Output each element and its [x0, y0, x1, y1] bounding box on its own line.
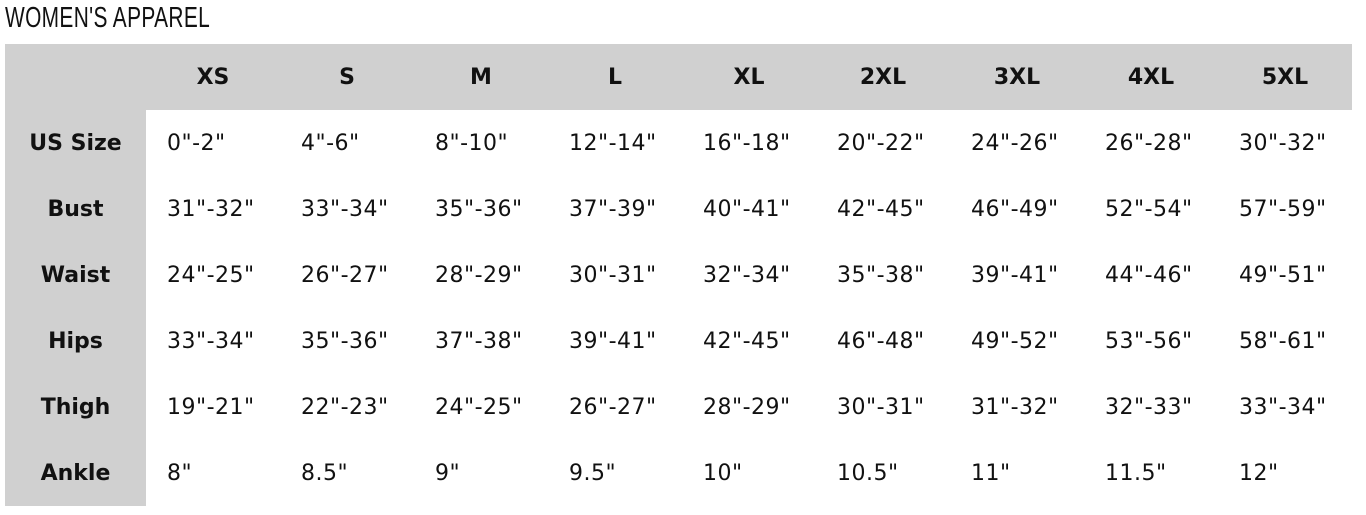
- column-header: S: [280, 44, 414, 110]
- header-row: XS S M L XL 2XL 3XL 4XL 5XL: [5, 44, 1352, 110]
- table-cell: 39"-41": [569, 328, 657, 354]
- table-cell: 26"-28": [1105, 130, 1193, 156]
- column-header: 2XL: [816, 44, 950, 110]
- size-table: XS S M L XL 2XL 3XL 4XL 5XL US Size 0"-2" 4"-6" 8"-…: [5, 44, 1352, 506]
- column-header: 5XL: [1218, 44, 1352, 110]
- table-cell: 24"-25": [435, 394, 523, 420]
- corner-cell: [5, 44, 146, 110]
- table-cell: 33"-34": [167, 328, 255, 354]
- title: WOMEN'S APPAREL: [5, 2, 211, 34]
- table-cell: 8.5": [301, 460, 349, 486]
- column-header: M: [414, 44, 548, 110]
- table-cell: 10": [703, 460, 743, 486]
- table-cell: 37"-39": [569, 196, 657, 222]
- row-label: Bust: [5, 176, 146, 242]
- table-row: Hips 33"-34" 35"-36" 37"-38" 39"-41" 42"-45" 4…: [5, 308, 1352, 374]
- table-cell: 35"-38": [837, 262, 925, 288]
- table-cell: 42"-45": [703, 328, 791, 354]
- column-header: L: [548, 44, 682, 110]
- table-cell: 11": [971, 460, 1011, 486]
- table-cell: 39"-41": [971, 262, 1059, 288]
- table-cell: 8": [167, 460, 193, 486]
- table-cell: 28"-29": [435, 262, 523, 288]
- table-cell: 46"-49": [971, 196, 1059, 222]
- row-label: Hips: [5, 308, 146, 374]
- table-cell: 32"-33": [1105, 394, 1193, 420]
- table-cell: 9.5": [569, 460, 617, 486]
- table-cell: 57"-59": [1239, 196, 1327, 222]
- table-cell: 20"-22": [837, 130, 925, 156]
- row-label: US Size: [5, 110, 146, 176]
- table-cell: 19"-21": [167, 394, 255, 420]
- table-header: XS S M L XL 2XL 3XL 4XL 5XL: [5, 44, 1352, 110]
- table-row: Ankle 8" 8.5" 9" 9.5" 10" 10.5" 11" 11.5" 12": [5, 440, 1352, 506]
- table-cell: 11.5": [1105, 460, 1167, 486]
- table-row: Waist 24"-25" 26"-27" 28"-29" 30"-31" 32"-34"…: [5, 242, 1352, 308]
- column-header: XS: [146, 44, 280, 110]
- table-cell: 31"-32": [167, 196, 255, 222]
- table-cell: 4"-6": [301, 130, 360, 156]
- table-cell: 26"-27": [569, 394, 657, 420]
- table-row: Bust 31"-32" 33"-34" 35"-36" 37"-39" 40"-41" 4…: [5, 176, 1352, 242]
- table-cell: 30"-31": [837, 394, 925, 420]
- table-cell: 10.5": [837, 460, 899, 486]
- row-label: Thigh: [5, 374, 146, 440]
- column-header: 3XL: [950, 44, 1084, 110]
- table-cell: 31"-32": [971, 394, 1059, 420]
- row-label: Waist: [5, 242, 146, 308]
- table-cell: 49"-52": [971, 328, 1059, 354]
- table-cell: 33"-34": [301, 196, 389, 222]
- table-cell: 52"-54": [1105, 196, 1193, 222]
- table-body: US Size 0"-2" 4"-6" 8"-10" 12"-14" 16"-18" 20"…: [5, 110, 1352, 506]
- table-cell: 22"-23": [301, 394, 389, 420]
- table-cell: 53"-56": [1105, 328, 1193, 354]
- table-cell: 42"-45": [837, 196, 925, 222]
- table-cell: 0"-2": [167, 130, 226, 156]
- row-label: Ankle: [5, 440, 146, 506]
- table-cell: 58"-61": [1239, 328, 1327, 354]
- table-cell: 40"-41": [703, 196, 791, 222]
- table-cell: 26"-27": [301, 262, 389, 288]
- table-cell: 35"-36": [435, 196, 523, 222]
- table-cell: 35"-36": [301, 328, 389, 354]
- table-row: Thigh 19"-21" 22"-23" 24"-25" 26"-27" 28"-29"…: [5, 374, 1352, 440]
- table-cell: 12": [1239, 460, 1279, 486]
- table-cell: 28"-29": [703, 394, 791, 420]
- table-cell: 33"-34": [1239, 394, 1327, 420]
- column-header: XL: [682, 44, 816, 110]
- table-cell: 9": [435, 460, 461, 486]
- table-cell: 37"-38": [435, 328, 523, 354]
- table-cell: 16"-18": [703, 130, 791, 156]
- table-cell: 30"-32": [1239, 130, 1327, 156]
- table-cell: 24"-26": [971, 130, 1059, 156]
- table-cell: 46"-48": [837, 328, 925, 354]
- table-cell: 49"-51": [1239, 262, 1327, 288]
- table-cell: 24"-25": [167, 262, 255, 288]
- table-row: US Size 0"-2" 4"-6" 8"-10" 12"-14" 16"-18" 20"…: [5, 110, 1352, 176]
- table-cell: 44"-46": [1105, 262, 1193, 288]
- table-cell: 8"-10": [435, 130, 509, 156]
- table-cell: 32"-34": [703, 262, 791, 288]
- column-header: 4XL: [1084, 44, 1218, 110]
- table-cell: 30"-31": [569, 262, 657, 288]
- table-cell: 12"-14": [569, 130, 657, 156]
